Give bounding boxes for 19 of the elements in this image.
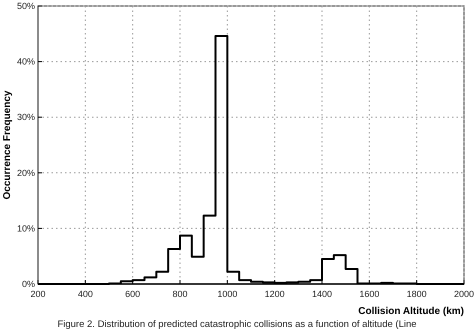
x-tick-label: 200 [30, 289, 46, 299]
y-tick-label: 10% [16, 223, 35, 234]
y-tick-label: 40% [16, 56, 35, 67]
y-tick-label: 0% [22, 279, 35, 289]
x-tick-label: 400 [78, 289, 93, 299]
x-tick-label: 1600 [359, 289, 380, 299]
x-tick-label: 1400 [312, 289, 332, 299]
y-tick-label: 30% [16, 112, 35, 122]
x-tick-label: 1800 [406, 289, 427, 299]
x-tick-label: 600 [125, 289, 140, 299]
x-tick-label: 2000 [454, 289, 474, 299]
x-tick-label: 1000 [217, 289, 238, 299]
x-tick-label: 1200 [264, 289, 285, 299]
caption: Figure 2. Distribution of predicted catastrophic collisions as a function of altitude (Line [57, 319, 417, 330]
x-axis-title: Collision Altitude (km) [358, 306, 464, 317]
y-tick-label: 20% [16, 168, 35, 178]
y-axis-title: Occurrence Frequency [2, 90, 13, 200]
y-tick-label: 50% [16, 1, 35, 11]
x-tick-label: 800 [172, 289, 188, 299]
